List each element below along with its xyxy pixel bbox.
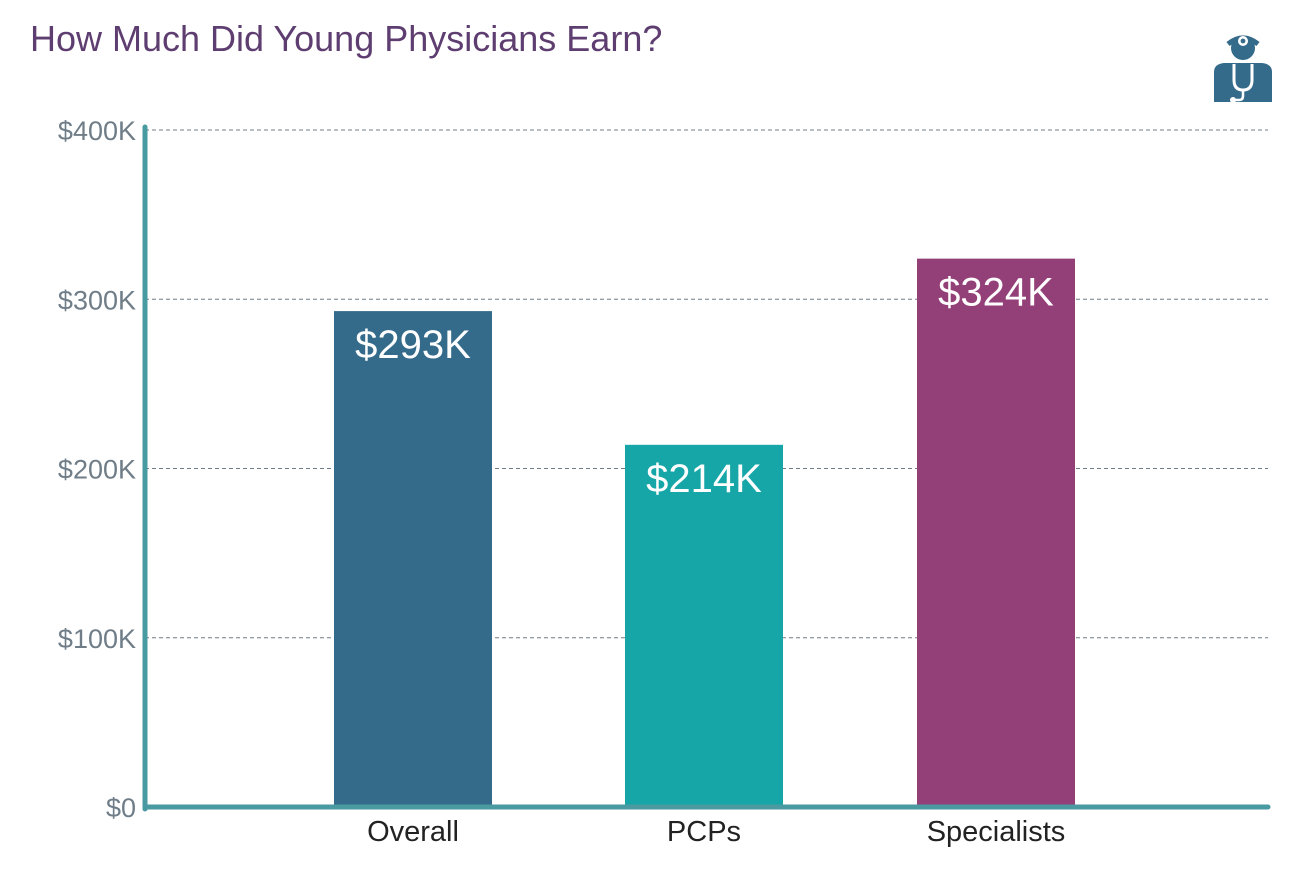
data-label: $214K [646, 457, 762, 501]
y-tick-label: $100K [58, 624, 136, 654]
doctor-icon [1214, 35, 1272, 102]
data-label: $324K [938, 271, 1054, 315]
bar-overall [334, 311, 492, 807]
y-tick-label: $300K [58, 285, 136, 315]
bar-pcps [625, 444, 783, 807]
data-label: $293K [355, 323, 471, 367]
x-category-label: Specialists [927, 816, 1066, 848]
chart-title: How Much Did Young Physicians Earn? [30, 18, 663, 59]
x-category-label: PCPs [667, 816, 741, 848]
y-tick-label: $0 [106, 793, 136, 823]
y-tick-label: $200K [58, 455, 136, 485]
bar-specialists [917, 258, 1075, 807]
y-tick-label: $400K [58, 116, 136, 146]
x-category-label: Overall [367, 816, 459, 848]
